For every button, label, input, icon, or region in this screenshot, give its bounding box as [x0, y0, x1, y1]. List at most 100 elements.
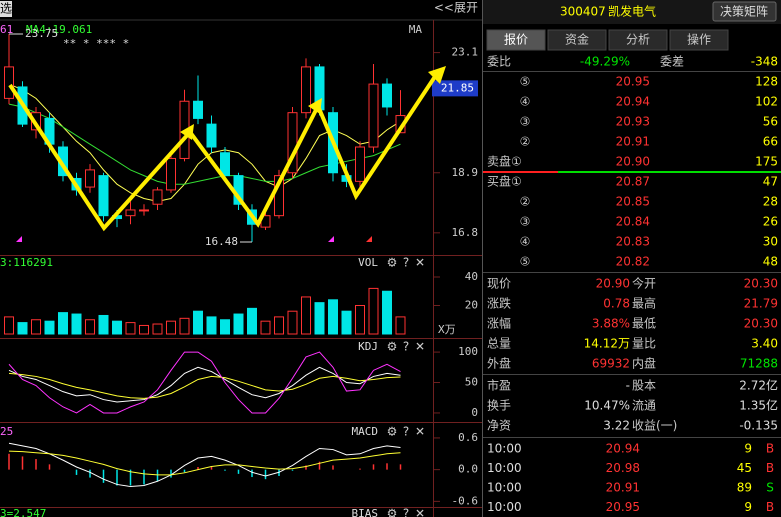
arrow-head — [428, 66, 446, 84]
level-price: 20.83 — [616, 235, 650, 249]
stat-label: 净资 — [487, 419, 511, 433]
markers — [16, 236, 372, 242]
candle-body — [206, 123, 217, 148]
level-label: ③ — [520, 115, 531, 129]
volume-bar — [368, 287, 379, 335]
stock-code: 300407 — [560, 5, 606, 19]
tab-label: 分析 — [626, 33, 650, 47]
tab[interactable] — [608, 29, 668, 51]
level-label: ② — [520, 195, 531, 209]
low-label: 16.48 — [205, 235, 238, 248]
stat-label: 股本 — [632, 379, 656, 393]
level-label: 买盘① — [487, 174, 522, 189]
stat-value: 20.30 — [744, 277, 778, 291]
volume-bar — [166, 320, 176, 335]
stat-value: 3.88% — [592, 317, 630, 331]
volume-bar — [193, 310, 203, 335]
decision-button[interactable] — [712, 1, 777, 22]
pane-icon[interactable]: ⚙ — [387, 340, 398, 354]
tick-volume: 45 — [737, 461, 752, 475]
volume-bar — [179, 317, 190, 335]
tab-label: 资金 — [565, 32, 589, 47]
level-price: 20.95 — [616, 75, 650, 89]
pane-icon[interactable]: ✕ — [415, 507, 425, 517]
stat-label: 换手 — [487, 399, 511, 413]
volume-bar — [314, 302, 325, 335]
arrow-head — [180, 124, 194, 140]
tick-side: B — [766, 500, 774, 514]
diff-value: -348 — [751, 55, 778, 69]
pane-icon[interactable]: ? — [403, 256, 409, 270]
pane-icon[interactable]: ⚙ — [387, 256, 398, 270]
price-tick: 23.1 — [452, 46, 479, 59]
bias-name: BIAS — [352, 507, 379, 517]
stat-label: 最低 — [632, 317, 656, 331]
kdj-line — [8, 366, 401, 403]
pane-icon[interactable]: ✕ — [415, 256, 425, 270]
stat-value: 10.47% — [584, 399, 630, 413]
decision-button-text: 决策矩阵 — [720, 5, 768, 19]
level-volume: 56 — [763, 115, 778, 129]
tick-volume: 9 — [744, 442, 752, 456]
macd-line — [8, 450, 401, 476]
level-volume: 28 — [763, 195, 778, 209]
stat-label: 现价 — [487, 277, 511, 291]
candle-body — [382, 83, 392, 108]
price-tick: 16.8 — [452, 226, 479, 239]
pane-icon[interactable]: ✕ — [415, 340, 425, 354]
ma-label: MA — [409, 23, 423, 36]
tab[interactable] — [547, 29, 607, 51]
macd-head: 25 — [0, 425, 13, 438]
pane-icon[interactable]: ✕ — [415, 425, 425, 439]
pane-icon[interactable]: ? — [403, 507, 409, 517]
level-price: 20.93 — [616, 115, 650, 129]
volume-bar — [125, 322, 136, 335]
select-button[interactable] — [0, 1, 12, 17]
volume-bar — [85, 319, 95, 335]
pane-icon[interactable]: ⚙ — [387, 507, 398, 517]
pane-icon[interactable]: ⚙ — [387, 425, 398, 439]
tab[interactable] — [486, 29, 546, 51]
tick-time: 10:00 — [487, 461, 522, 475]
level-volume: 48 — [763, 255, 778, 269]
level-price: 20.84 — [616, 215, 650, 229]
kdj-line — [8, 351, 401, 414]
stat-value: 3.40 — [751, 337, 778, 351]
macd-name: MACD — [352, 425, 379, 438]
stat-value: 69932 — [592, 357, 630, 371]
volume-bar — [328, 299, 338, 335]
ratio-label: 委比 — [487, 55, 511, 69]
stat-label: 外盘 — [487, 356, 511, 371]
volume-bar — [382, 290, 392, 335]
vol-tick: 40 — [465, 270, 478, 283]
tick-time: 10:00 — [487, 500, 522, 514]
stat-value: 20.30 — [744, 317, 778, 331]
ma-value: MA4:19.061 — [26, 23, 92, 36]
tick-price: 20.91 — [606, 481, 640, 495]
stat-value: 1.35亿 — [739, 398, 778, 413]
level-label: 卖盘① — [487, 154, 522, 169]
pane-icon[interactable]: ? — [403, 425, 409, 439]
level-volume: 66 — [763, 135, 778, 149]
tick-price: 20.98 — [606, 461, 640, 475]
stat-value: 21.79 — [744, 297, 778, 311]
arrow-head — [308, 98, 322, 114]
stat-value: - — [626, 379, 630, 393]
level-label: ⑤ — [520, 255, 531, 269]
tab[interactable] — [669, 29, 729, 51]
volume-bar — [206, 316, 217, 335]
level-price: 20.90 — [616, 155, 650, 169]
stat-label: 量比 — [632, 337, 656, 351]
level-price: 20.91 — [616, 135, 650, 149]
stat-label: 总量 — [487, 337, 511, 351]
level-price: 20.82 — [616, 255, 650, 269]
marker — [16, 236, 22, 242]
macd-line — [8, 442, 401, 488]
level-label: ③ — [520, 215, 531, 229]
candle-body — [301, 66, 311, 114]
expand-button[interactable]: <<展开 — [434, 1, 478, 15]
level-label: ⑤ — [520, 75, 531, 89]
level-price: 20.94 — [616, 95, 650, 109]
volume-bar — [17, 322, 28, 335]
pane-icon[interactable]: ? — [403, 340, 409, 354]
